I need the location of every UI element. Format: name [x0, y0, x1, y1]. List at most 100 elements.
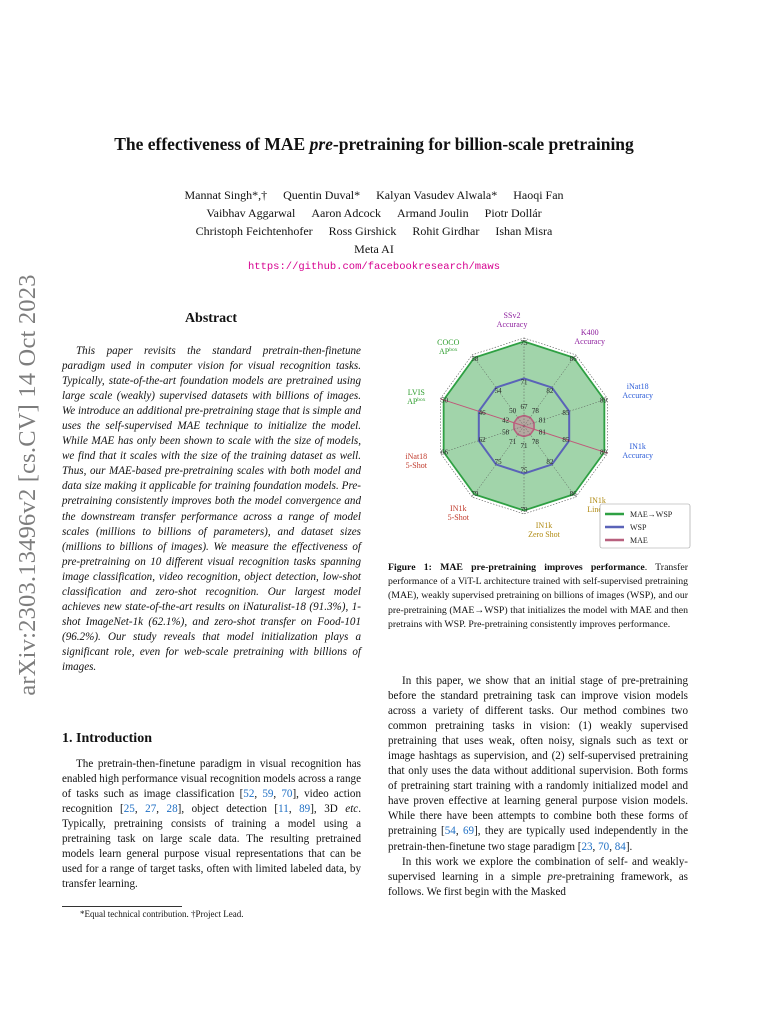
intro-body: The pretrain-then-finetune paradigm in v… [62, 757, 361, 892]
text: , [609, 840, 615, 853]
data-label-mae-wsp: 66 [441, 448, 449, 456]
data-label-mae-wsp: 86 [570, 490, 578, 498]
axis-label: IN1k 5-Shot [448, 504, 470, 522]
axis-label-line: Accuracy [497, 320, 528, 329]
citation-link[interactable]: 59 [262, 788, 274, 801]
axis-label-line: SSv2 [504, 311, 521, 320]
axis-label: COCO APbox [437, 338, 459, 356]
citation-link[interactable]: 25 [123, 803, 135, 816]
data-label-mae-wsp: 86 [570, 355, 578, 363]
highlight-spoke [523, 425, 608, 454]
data-label-mae: 81 [539, 428, 547, 436]
legend-label: WSP [630, 523, 647, 532]
intro-right-column: In this paper, we show that an initial s… [388, 674, 688, 900]
data-label-wsp: 71 [521, 379, 529, 387]
axis-spoke [523, 354, 576, 427]
caption-text: . Transfer performance of a ViT-L archit… [388, 562, 688, 630]
data-label-mae: 71 [509, 438, 517, 446]
data-label-mae: 81 [539, 417, 547, 425]
axis-label: IN1k Linear [587, 496, 608, 514]
citation-link[interactable]: 52 [243, 788, 255, 801]
author-name: Piotr Dollár [484, 206, 542, 220]
author-name: Armand Joulin [396, 206, 469, 220]
author-name: Vaibhav Aggarwal [206, 206, 296, 220]
radar-chart: 75 86 89 89 86 79 79 66 50 58 71 82 85 85 82 75 75 62 46 54… [405, 311, 691, 549]
footnote-rule [62, 906, 182, 907]
text: etc [345, 803, 359, 816]
text: In this paper, we show that an initial s… [388, 675, 688, 838]
data-label-mae: 50 [509, 407, 517, 415]
data-label-mae-wsp: 58 [471, 355, 479, 363]
citation-link[interactable]: 11 [278, 803, 289, 816]
axis-spoke [523, 425, 576, 498]
affiliation: Meta AI [354, 242, 394, 256]
axis-spoke [472, 425, 525, 498]
axis-label-line: 5-Shot [448, 513, 470, 522]
citation-link[interactable]: 70 [281, 788, 293, 801]
author-line: Vaibhav Aggarwal Aaron Adcock Armand Jouli… [60, 204, 688, 222]
abstract-text: This paper revisits the standard pretrai… [62, 345, 361, 673]
axis-label-line: iNat18 [405, 452, 427, 461]
data-label-wsp: 75 [495, 458, 503, 466]
data-label-wsp: 82 [546, 458, 554, 466]
axis-label: LVIS APbox [407, 388, 426, 406]
axis-label-line: IN1k [589, 496, 605, 505]
arxiv-side-stamp: arXiv:2303.13496v2 [cs.CV] 14 Oct 2023 [8, 250, 48, 720]
outer-ring [440, 337, 608, 515]
data-label-mae: 58 [502, 428, 510, 436]
author-name: Haoqi Fan [513, 188, 564, 202]
citation-link[interactable]: 70 [598, 840, 610, 853]
footnote: *Equal technical contribution. †Project … [80, 909, 244, 919]
data-label-mae-wsp: 50 [441, 397, 449, 405]
citation-link[interactable]: 27 [145, 803, 157, 816]
text: , [455, 825, 463, 838]
data-label-mae-wsp: 89 [600, 448, 608, 456]
axis-label: iNat18 5-Shot [405, 452, 427, 470]
section-heading-introduction: 1. Introduction [62, 731, 152, 746]
citation-link[interactable]: 89 [299, 803, 311, 816]
axis-label-line: IN1k [450, 504, 466, 513]
axis-label-line: IN1k [536, 521, 552, 530]
intro-paragraph: In this work we explore the combination … [388, 855, 688, 900]
citation-link[interactable]: 54 [444, 825, 456, 838]
data-label-mae-wsp: 79 [521, 506, 529, 514]
citation-link[interactable]: 69 [463, 825, 475, 838]
data-label-wsp: 85 [562, 436, 570, 444]
axis-label: SSv2 Accuracy [497, 311, 528, 329]
radar-chart-figure: 75 86 89 89 86 79 79 66 50 58 71 82 85 85 82 75 75 62 46 54… [388, 308, 708, 553]
intro-paragraph: In this paper, we show that an initial s… [388, 674, 688, 855]
data-label-wsp: 54 [495, 387, 503, 395]
legend-label: MAE→WSP [630, 510, 673, 519]
axis-label-sup: box [417, 397, 426, 403]
text: . Typically, pretraining consists of tra… [62, 803, 361, 891]
author-name: Christoph Feichtenhofer [195, 224, 313, 238]
abstract-heading: Abstract [184, 311, 238, 326]
data-label-wsp: 85 [562, 409, 570, 417]
text: The pretrain-then-finetune paradigm in v… [62, 758, 361, 801]
citation-link[interactable]: 23 [581, 840, 593, 853]
author-name: Kalyan Vasudev Alwala* [376, 188, 498, 202]
intro-paragraph: The pretrain-then-finetune paradigm in v… [62, 757, 361, 892]
data-label-mae: 67 [521, 403, 529, 411]
citation-link[interactable]: 84 [614, 840, 626, 853]
caption-title: Figure 1: MAE pre-pretraining improves p… [388, 562, 645, 573]
author-name: Ross Girshick [328, 224, 397, 238]
axis-label-line: Zero Shot [528, 530, 561, 539]
axis-spoke [440, 425, 525, 454]
axis-label-sup: box [449, 347, 458, 353]
repo-link[interactable]: https://github.com/facebookresearch/maws [247, 261, 501, 273]
axis-label-line: IN1k [629, 442, 645, 451]
text: ], they are typically used independently… [388, 825, 689, 853]
axis-label-line: Accuracy [622, 391, 653, 400]
data-label-mae: 78 [532, 407, 540, 415]
axis-label-line: Linear [587, 505, 608, 514]
series-line-wsp [477, 377, 571, 475]
axis-label-line: Accuracy [574, 337, 605, 346]
author-name: Rohit Girdhar [412, 224, 480, 238]
highlight-spoke [440, 398, 525, 427]
axis-label-line: 5-Shot [406, 461, 428, 470]
text: ]. [625, 840, 633, 853]
citation-link[interactable]: 28 [166, 803, 178, 816]
title-emphasis: pre [309, 134, 333, 154]
text: , [592, 840, 599, 853]
